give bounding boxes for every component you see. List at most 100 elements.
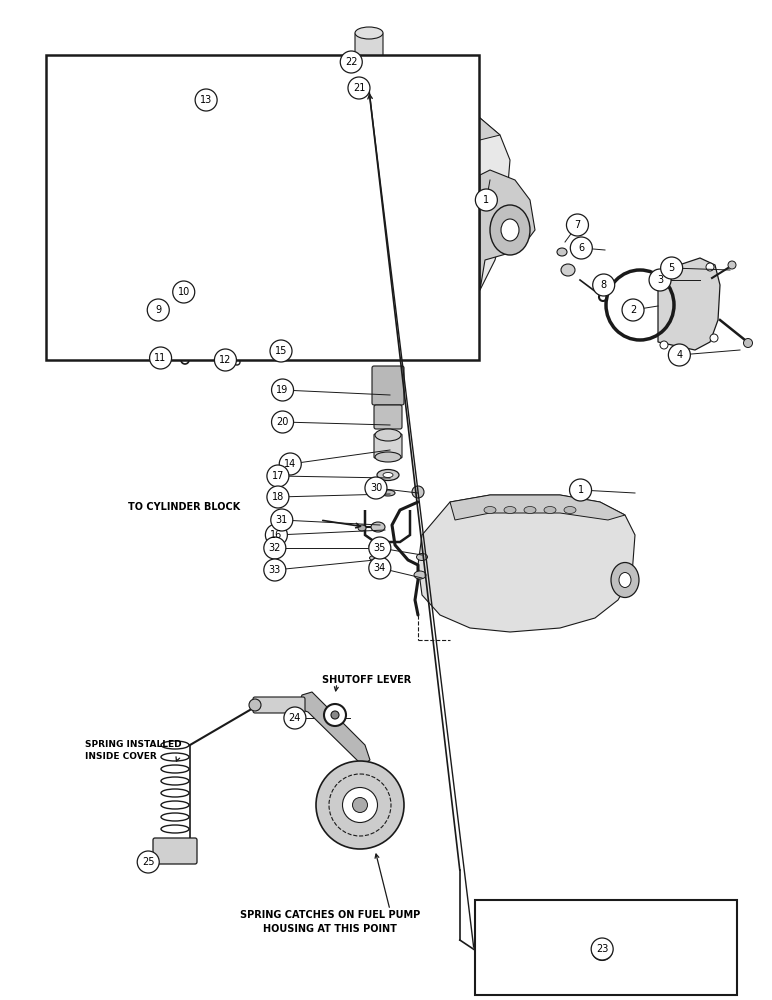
Ellipse shape bbox=[375, 452, 401, 462]
Ellipse shape bbox=[316, 761, 404, 849]
Ellipse shape bbox=[490, 205, 530, 255]
Circle shape bbox=[137, 851, 159, 873]
Text: 24: 24 bbox=[289, 713, 301, 723]
Ellipse shape bbox=[353, 121, 367, 129]
Text: 31: 31 bbox=[276, 515, 288, 525]
Text: 9: 9 bbox=[155, 305, 161, 315]
FancyBboxPatch shape bbox=[372, 366, 404, 405]
Circle shape bbox=[570, 479, 591, 501]
Ellipse shape bbox=[328, 121, 342, 129]
Text: 7: 7 bbox=[574, 220, 581, 230]
Polygon shape bbox=[418, 495, 635, 632]
Ellipse shape bbox=[343, 788, 378, 822]
Text: 20: 20 bbox=[276, 417, 289, 427]
Text: 2: 2 bbox=[630, 305, 636, 315]
Polygon shape bbox=[658, 258, 720, 350]
Ellipse shape bbox=[371, 522, 385, 532]
Circle shape bbox=[591, 938, 613, 960]
Text: 34: 34 bbox=[374, 563, 386, 573]
Ellipse shape bbox=[358, 525, 366, 531]
Circle shape bbox=[272, 379, 293, 401]
Ellipse shape bbox=[324, 704, 346, 726]
Text: 12: 12 bbox=[219, 355, 232, 365]
Circle shape bbox=[284, 707, 306, 729]
Ellipse shape bbox=[710, 334, 718, 342]
FancyBboxPatch shape bbox=[475, 900, 737, 995]
Text: 1: 1 bbox=[577, 485, 584, 495]
Circle shape bbox=[267, 465, 289, 487]
Ellipse shape bbox=[160, 306, 176, 314]
Text: 5: 5 bbox=[669, 263, 675, 273]
Text: 11: 11 bbox=[154, 353, 167, 363]
Ellipse shape bbox=[484, 506, 496, 514]
Text: SHUTOFF LEVER: SHUTOFF LEVER bbox=[322, 675, 411, 685]
Polygon shape bbox=[297, 692, 370, 765]
Ellipse shape bbox=[561, 264, 575, 276]
Ellipse shape bbox=[249, 699, 261, 711]
Circle shape bbox=[264, 559, 286, 581]
Circle shape bbox=[147, 299, 169, 321]
Circle shape bbox=[195, 89, 217, 111]
Circle shape bbox=[567, 214, 588, 236]
Circle shape bbox=[340, 51, 362, 73]
Ellipse shape bbox=[414, 571, 426, 579]
Ellipse shape bbox=[358, 87, 380, 96]
Text: 15: 15 bbox=[275, 346, 287, 356]
Ellipse shape bbox=[370, 566, 381, 570]
Circle shape bbox=[669, 344, 690, 366]
Circle shape bbox=[369, 557, 391, 579]
FancyBboxPatch shape bbox=[46, 55, 479, 360]
FancyBboxPatch shape bbox=[355, 32, 383, 93]
Circle shape bbox=[150, 347, 171, 369]
Ellipse shape bbox=[303, 121, 317, 129]
Text: 25: 25 bbox=[142, 857, 154, 867]
Text: 30: 30 bbox=[370, 483, 382, 493]
Ellipse shape bbox=[381, 490, 395, 496]
Ellipse shape bbox=[544, 506, 556, 514]
Text: SPRING INSTALLED
INSIDE COVER: SPRING INSTALLED INSIDE COVER bbox=[85, 740, 181, 761]
Circle shape bbox=[369, 537, 391, 559]
Text: 3: 3 bbox=[657, 275, 663, 285]
Circle shape bbox=[271, 509, 293, 531]
Ellipse shape bbox=[378, 121, 392, 129]
Ellipse shape bbox=[706, 263, 714, 271]
Text: 23: 23 bbox=[596, 944, 608, 954]
Circle shape bbox=[272, 411, 293, 433]
Text: TO CYLINDER BLOCK: TO CYLINDER BLOCK bbox=[128, 502, 240, 512]
Ellipse shape bbox=[743, 338, 753, 348]
Circle shape bbox=[649, 269, 671, 291]
Text: 19: 19 bbox=[276, 385, 289, 395]
Ellipse shape bbox=[353, 798, 367, 812]
Ellipse shape bbox=[377, 470, 399, 481]
Circle shape bbox=[476, 189, 497, 211]
Text: 1: 1 bbox=[483, 195, 489, 205]
Text: 22: 22 bbox=[345, 57, 357, 67]
Ellipse shape bbox=[412, 486, 424, 498]
Text: 18: 18 bbox=[272, 492, 284, 502]
Ellipse shape bbox=[331, 711, 339, 719]
Ellipse shape bbox=[377, 351, 399, 360]
Text: 14: 14 bbox=[284, 459, 296, 469]
Ellipse shape bbox=[660, 341, 668, 349]
Circle shape bbox=[593, 274, 615, 296]
Circle shape bbox=[365, 477, 387, 499]
Circle shape bbox=[571, 237, 592, 259]
Ellipse shape bbox=[619, 572, 631, 587]
Ellipse shape bbox=[403, 121, 417, 129]
Text: 32: 32 bbox=[269, 543, 281, 553]
Circle shape bbox=[279, 453, 301, 475]
Text: 10: 10 bbox=[178, 287, 190, 297]
Polygon shape bbox=[480, 170, 535, 290]
Ellipse shape bbox=[611, 562, 639, 597]
Text: 16: 16 bbox=[270, 530, 283, 540]
Ellipse shape bbox=[369, 543, 381, 549]
Ellipse shape bbox=[207, 319, 213, 325]
FancyBboxPatch shape bbox=[374, 405, 402, 429]
Text: 35: 35 bbox=[374, 543, 386, 553]
Text: 21: 21 bbox=[353, 83, 365, 93]
Text: 8: 8 bbox=[601, 280, 607, 290]
Text: SPRING CATCHES ON FUEL PUMP
HOUSING AT THIS POINT: SPRING CATCHES ON FUEL PUMP HOUSING AT T… bbox=[240, 910, 420, 934]
Circle shape bbox=[215, 349, 236, 371]
Ellipse shape bbox=[355, 27, 383, 39]
FancyBboxPatch shape bbox=[253, 697, 305, 713]
